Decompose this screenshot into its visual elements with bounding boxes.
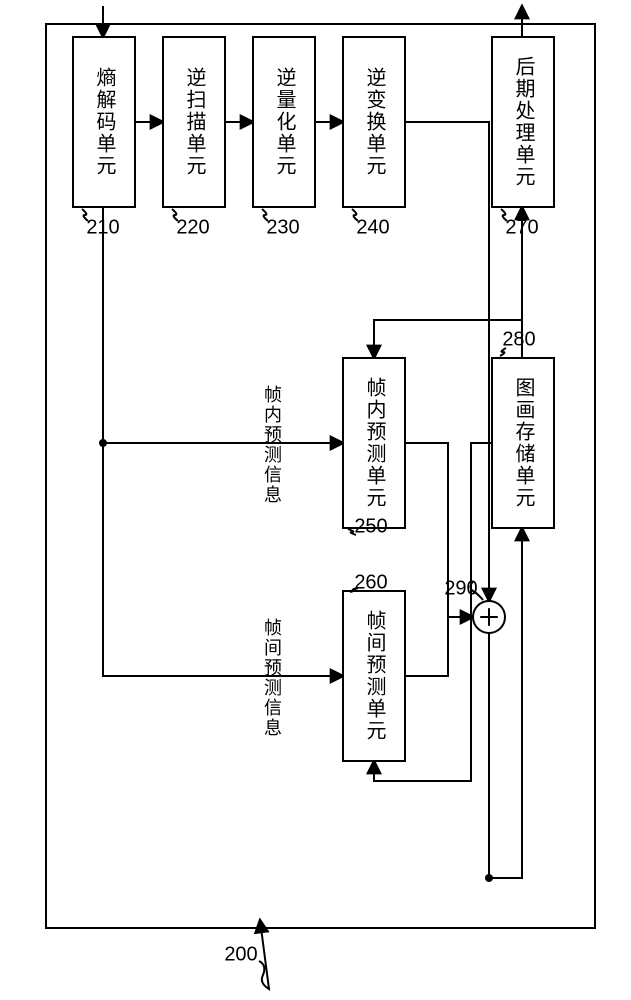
lead-220 bbox=[172, 209, 178, 221]
edge-label-e_210_260: 帧间预测信息 bbox=[262, 618, 282, 738]
lead-210 bbox=[82, 209, 88, 221]
block-label-b240: 逆变换单元 bbox=[363, 67, 386, 177]
block-diagram: 帧内预测信息帧间预测信息 熵解码单元 逆扫描单元 逆量化单元 逆变换单元 后期处理单元帧… bbox=[0, 0, 631, 1000]
ref-210: 210 bbox=[86, 216, 119, 238]
ref-260: 260 bbox=[354, 571, 387, 593]
ref-280: 280 bbox=[502, 328, 535, 350]
block-label-b280: 图画存储单元 bbox=[512, 377, 535, 509]
edge-e_210_260 bbox=[103, 443, 343, 676]
edge-e_210_250 bbox=[103, 207, 343, 443]
junction-dot bbox=[485, 874, 493, 882]
block-label-b230: 逆量化单元 bbox=[273, 67, 296, 177]
block-label-b270: 后期处理单元 bbox=[512, 56, 535, 188]
edge-e_280_250 bbox=[374, 320, 522, 358]
ref-250: 250 bbox=[354, 515, 387, 537]
lead-200 bbox=[259, 920, 269, 989]
block-label-b220: 逆扫描单元 bbox=[183, 67, 206, 177]
ref-240: 240 bbox=[356, 216, 389, 238]
edge-e_290_270 bbox=[489, 207, 522, 878]
block-label-b210: 熵解码单元 bbox=[93, 67, 116, 177]
lead-240 bbox=[352, 209, 358, 221]
lead-280 bbox=[500, 348, 506, 356]
lead-270 bbox=[501, 209, 507, 221]
edge-label-e_210_250: 帧内预测信息 bbox=[262, 385, 282, 505]
ref-220: 220 bbox=[176, 216, 209, 238]
diagram-ref-200: 200 bbox=[224, 943, 257, 965]
lead-230 bbox=[262, 209, 268, 221]
block-label-b260: 帧间预测单元 bbox=[363, 610, 386, 742]
edge-e_260_290 bbox=[405, 617, 448, 676]
block-label-b250: 帧内预测单元 bbox=[363, 377, 386, 509]
ref-230: 230 bbox=[266, 216, 299, 238]
junction-dot bbox=[99, 439, 107, 447]
ref-270: 270 bbox=[505, 216, 538, 238]
ref-290: 290 bbox=[444, 577, 477, 599]
